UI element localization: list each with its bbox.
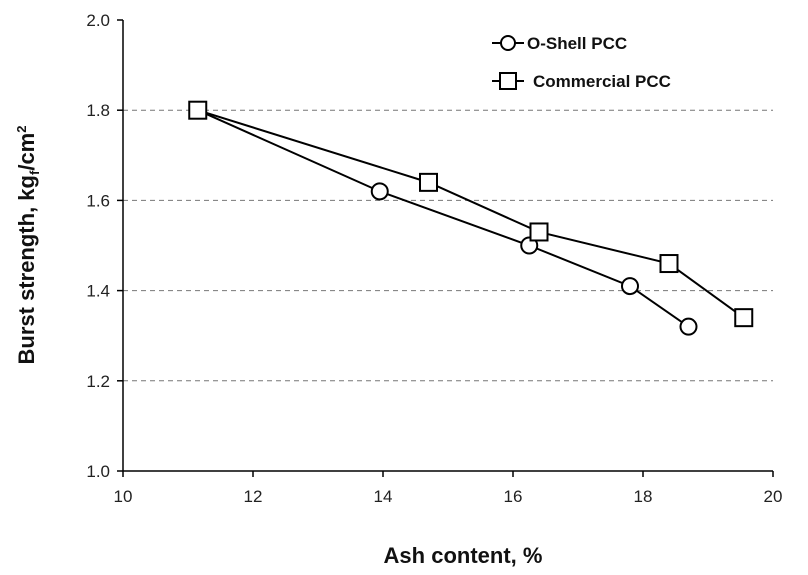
- y-axis-title-main: Burst strength, kg: [14, 175, 39, 364]
- legend-item-commercial: Commercial PCC: [492, 72, 671, 91]
- legend: O-Shell PCC Commercial PCC: [492, 34, 671, 91]
- data-point-circle: [679, 317, 698, 336]
- x-tick-label: 12: [244, 487, 263, 506]
- data-point-square: [529, 222, 549, 242]
- series-line: [197, 109, 745, 319]
- data-point-circle: [520, 236, 539, 255]
- x-tick-label: 16: [504, 487, 523, 506]
- x-tick-labels: 10 12 14 16 18 20: [114, 487, 783, 506]
- gridlines: [123, 109, 773, 382]
- legend-marker-circle: [500, 35, 516, 51]
- x-tick-label: 18: [634, 487, 653, 506]
- data-point-square: [419, 172, 438, 192]
- y-tick-label: 1.0: [86, 462, 110, 481]
- legend-label-o-shell: O-Shell PCC: [527, 34, 627, 53]
- series-line: [197, 109, 690, 328]
- axes: [117, 19, 774, 477]
- y-axis-title-subscript: f: [27, 170, 42, 175]
- y-tick-label: 2.0: [86, 11, 110, 30]
- data-point-circle: [370, 182, 389, 201]
- y-tick-label: 1.4: [86, 282, 110, 301]
- y-tick-label: 1.8: [86, 101, 110, 120]
- legend-label-commercial: Commercial PCC: [533, 72, 671, 91]
- y-axis-title-superscript: 2: [14, 126, 29, 133]
- x-tick-label: 14: [374, 487, 393, 506]
- x-tick-label: 20: [764, 487, 783, 506]
- data-point-circle: [621, 277, 639, 296]
- legend-item-o-shell: O-Shell PCC: [492, 34, 627, 53]
- data-point-square: [659, 254, 679, 274]
- y-axis-title: Burst strength, kgf/cm2: [14, 126, 42, 365]
- series-commercial-pcc: [188, 100, 754, 328]
- data-point-square: [188, 100, 208, 120]
- data-point-square: [734, 308, 754, 328]
- series-o-shell-pcc: [188, 101, 698, 336]
- x-tick-label: 10: [114, 487, 133, 506]
- y-tick-labels: 1.0 1.2 1.4 1.6 1.8 2.0: [86, 11, 110, 481]
- series: [188, 100, 754, 336]
- x-axis-title: Ash content, %: [384, 543, 543, 568]
- legend-marker-square: [499, 72, 517, 90]
- y-axis-title-unit: /cm: [14, 133, 39, 171]
- y-tick-label: 1.6: [86, 191, 110, 210]
- y-tick-label: 1.2: [86, 372, 110, 391]
